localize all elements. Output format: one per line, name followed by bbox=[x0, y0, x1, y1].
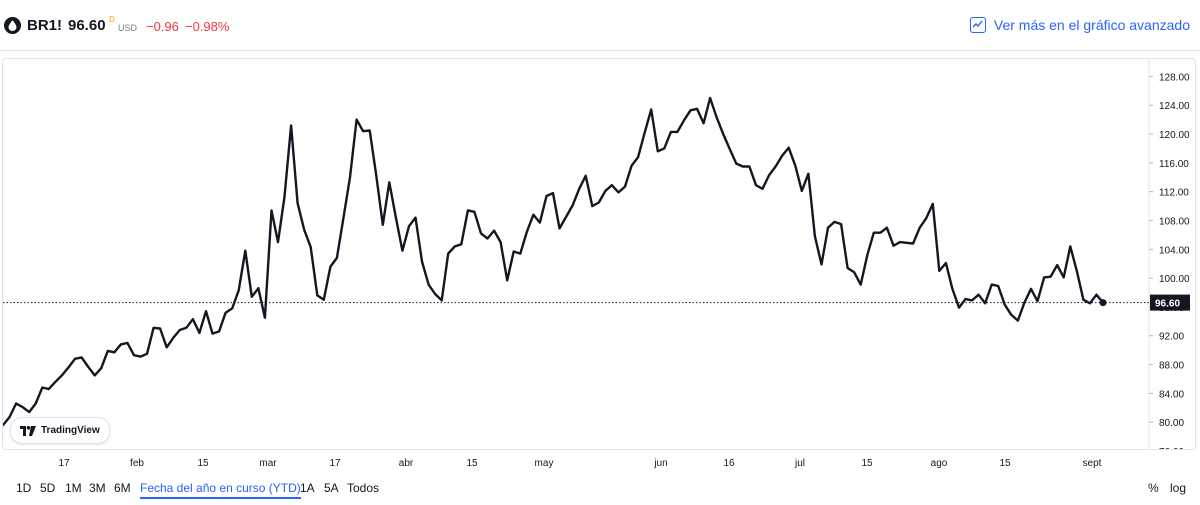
log-scale-toggle[interactable]: log bbox=[1170, 481, 1187, 495]
percent-scale-toggle[interactable]: % bbox=[1148, 481, 1159, 495]
x-tick-label: 15 bbox=[999, 458, 1011, 469]
y-tick-label: 120.00 bbox=[1159, 130, 1190, 141]
x-tick-label: jun bbox=[654, 458, 668, 469]
range-button[interactable]: Todos bbox=[347, 481, 380, 495]
price-change: −0.96 bbox=[146, 19, 179, 34]
tradingview-label: TradingView bbox=[41, 425, 100, 436]
range-button[interactable]: 3M bbox=[89, 481, 106, 495]
last-price-badge bbox=[1150, 294, 1190, 311]
price-line bbox=[3, 96, 1105, 427]
current-price: 96.60 bbox=[68, 17, 106, 34]
range-button[interactable]: Fecha del año en curso (YTD) bbox=[140, 481, 301, 499]
x-tick-label: 15 bbox=[466, 458, 478, 469]
range-button[interactable]: 5D bbox=[40, 481, 56, 495]
x-tick-label: abr bbox=[398, 458, 414, 469]
tradingview-logo-icon bbox=[20, 425, 36, 436]
y-tick-label: 116.00 bbox=[1159, 159, 1189, 170]
x-tick-label: ago bbox=[930, 458, 948, 469]
y-tick-label: 104.00 bbox=[1159, 245, 1190, 256]
y-tick-label: 128.00 bbox=[1159, 72, 1190, 83]
x-tick-label: 16 bbox=[723, 458, 735, 469]
x-tick-label: 17 bbox=[329, 458, 341, 469]
x-tick-label: feb bbox=[130, 458, 144, 469]
y-tick-label: 124.00 bbox=[1159, 101, 1190, 112]
price-chart[interactable]: 76.0080.0084.0088.0092.0096.00100.00104.… bbox=[3, 59, 1196, 450]
x-tick-label: jul bbox=[794, 458, 806, 469]
x-tick-label: 17 bbox=[58, 458, 70, 469]
last-price-dot bbox=[1099, 299, 1107, 307]
range-button[interactable]: 1A bbox=[300, 481, 315, 495]
x-tick-label: sept bbox=[1082, 458, 1102, 469]
range-button[interactable]: 6M bbox=[114, 481, 131, 495]
symbol-logo-icon bbox=[4, 17, 21, 34]
advanced-chart-link[interactable]: Ver más en el gráfico avanzado bbox=[969, 12, 1190, 38]
range-button[interactable]: 1M bbox=[65, 481, 82, 495]
x-tick-label: mar bbox=[259, 458, 277, 469]
y-tick-label: 88.00 bbox=[1159, 361, 1184, 372]
y-tick-label: 92.00 bbox=[1159, 332, 1184, 343]
advanced-chart-label: Ver más en el gráfico avanzado bbox=[993, 17, 1190, 33]
range-button[interactable]: 5A bbox=[324, 481, 339, 495]
y-tick-label: 80.00 bbox=[1159, 418, 1184, 429]
range-toolbar: 1D 5D 1M 3M 6M Fecha del año en curso (YTD) 1A… bbox=[0, 474, 1200, 502]
price-flag: D bbox=[109, 15, 115, 24]
y-tick-label: 84.00 bbox=[1159, 389, 1184, 400]
price-change-percent: −0.98% bbox=[185, 19, 230, 34]
chart-area[interactable]: 76.0080.0084.0088.0092.0096.00100.00104.… bbox=[2, 58, 1196, 450]
y-tick-label: 112.00 bbox=[1159, 188, 1189, 199]
x-tick-label: 15 bbox=[861, 458, 873, 469]
range-button[interactable]: 1D bbox=[16, 481, 32, 495]
x-tick-label: 15 bbox=[197, 458, 209, 469]
x-tick-label: may bbox=[534, 458, 554, 469]
ticker-symbol[interactable]: BR1! bbox=[27, 17, 63, 34]
y-tick-label: 108.00 bbox=[1159, 216, 1190, 227]
chart-line-icon bbox=[969, 17, 986, 33]
y-tick-label: 76.00 bbox=[1159, 447, 1184, 450]
last-price-label: 96.60 bbox=[1155, 299, 1180, 310]
time-axis[interactable]: 17 feb 15 mar 17 abr 15 may jun 16 jul 15 ago 15 sept bbox=[0, 450, 1200, 472]
y-tick-label: 100.00 bbox=[1159, 274, 1190, 285]
chart-header: BR1! 96.60 D USD −0.96 −0.98% Ver más en… bbox=[0, 0, 1200, 51]
currency-label: USD bbox=[118, 23, 138, 33]
tradingview-badge[interactable]: TradingView bbox=[10, 417, 110, 444]
